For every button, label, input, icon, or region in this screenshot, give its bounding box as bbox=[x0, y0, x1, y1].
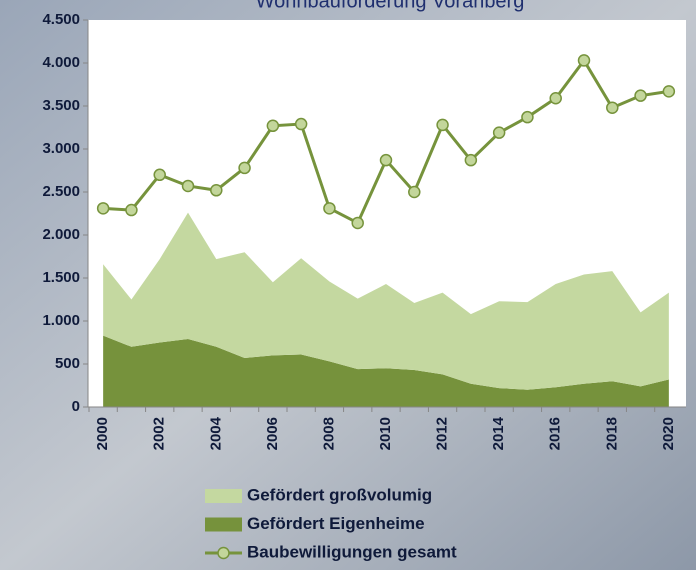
y-tick-label: 500 bbox=[55, 355, 80, 372]
legend-swatch bbox=[205, 489, 242, 503]
x-tick-label: 2004 bbox=[207, 416, 224, 450]
marker bbox=[238, 161, 251, 175]
marker bbox=[606, 101, 619, 114]
x-tick-label: 2008 bbox=[320, 417, 337, 450]
y-tick-label: 1.000 bbox=[42, 312, 80, 329]
x-tick-label: 2006 bbox=[264, 417, 281, 450]
x-tick-label: 2012 bbox=[434, 417, 451, 450]
y-tick-label: 2.000 bbox=[42, 226, 80, 243]
marker bbox=[549, 92, 562, 105]
y-tick-label: 1.500 bbox=[42, 269, 80, 286]
marker bbox=[323, 202, 336, 215]
x-tick-label: 2002 bbox=[151, 417, 168, 450]
marker bbox=[181, 179, 195, 193]
y-tick-label: 3.000 bbox=[42, 140, 80, 157]
legend-label: Gefördert Eigenheime bbox=[247, 514, 425, 533]
area bbox=[103, 335, 669, 407]
legend-swatch bbox=[205, 517, 242, 532]
marker bbox=[436, 118, 449, 132]
legend-marker bbox=[217, 546, 230, 560]
legend-label: Baubewilligungen gesamt bbox=[247, 542, 457, 561]
marker bbox=[634, 89, 647, 102]
y-tick-label: 2.500 bbox=[42, 183, 80, 200]
marker bbox=[464, 153, 478, 167]
marker bbox=[153, 168, 166, 182]
y-tick-label: 4.000 bbox=[42, 54, 80, 71]
marker bbox=[125, 203, 138, 217]
marker bbox=[577, 54, 591, 67]
marker bbox=[521, 110, 534, 124]
legend-label: Gefördert großvolumig bbox=[247, 485, 432, 504]
chart-title: Wohnbauförderung Vorarlberg bbox=[256, 0, 525, 12]
marker bbox=[408, 185, 421, 199]
marker bbox=[210, 184, 223, 197]
area bbox=[103, 212, 669, 390]
marker bbox=[266, 119, 280, 133]
marker bbox=[96, 202, 110, 215]
x-tick-label: 2020 bbox=[660, 417, 677, 450]
x-tick-label: 2018 bbox=[603, 417, 620, 450]
x-tick-label: 2010 bbox=[377, 417, 394, 450]
marker bbox=[662, 85, 676, 98]
y-tick-label: 3.500 bbox=[42, 97, 80, 114]
marker bbox=[492, 126, 506, 139]
marker bbox=[294, 117, 308, 131]
x-tick-label: 2014 bbox=[490, 416, 507, 450]
x-tick-label: 2016 bbox=[547, 417, 564, 450]
x-tick-label: 2000 bbox=[94, 417, 111, 450]
y-tick-label: 4.500 bbox=[42, 11, 80, 28]
marker bbox=[379, 153, 393, 167]
y-tick-label: 0 bbox=[72, 398, 80, 415]
marker bbox=[351, 216, 364, 230]
